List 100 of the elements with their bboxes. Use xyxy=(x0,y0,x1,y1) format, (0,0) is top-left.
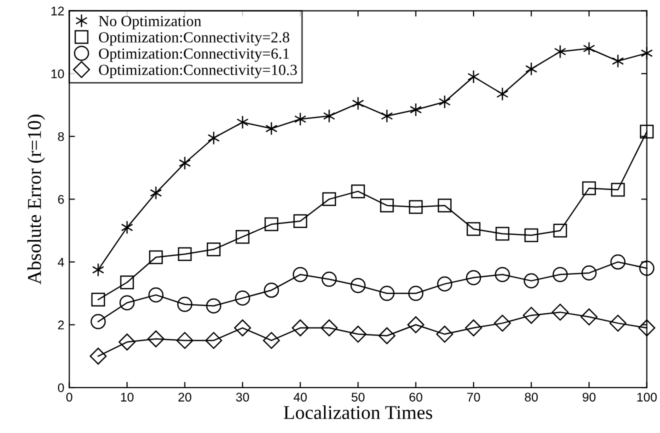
point xyxy=(581,265,597,281)
point xyxy=(524,273,539,288)
point xyxy=(293,214,308,228)
point xyxy=(206,298,222,314)
y-tick-label: 12 xyxy=(51,6,64,16)
point xyxy=(466,270,482,286)
point xyxy=(407,316,424,334)
point xyxy=(583,42,596,56)
point xyxy=(352,96,364,110)
point xyxy=(90,314,106,330)
point xyxy=(408,200,423,214)
point xyxy=(638,319,656,336)
point xyxy=(265,122,278,136)
legend-label: No Optimization xyxy=(98,16,202,30)
y-tick-label: 6 xyxy=(58,194,64,204)
point xyxy=(120,275,134,290)
x-tick-label: 0 xyxy=(66,392,72,402)
point xyxy=(148,287,164,302)
point xyxy=(92,262,104,277)
point xyxy=(150,186,162,200)
point xyxy=(408,286,424,301)
point xyxy=(264,282,279,298)
point xyxy=(236,115,249,130)
x-tick-label: 70 xyxy=(467,392,480,402)
point xyxy=(234,319,252,336)
point xyxy=(118,334,136,350)
point xyxy=(639,260,654,276)
point xyxy=(525,62,538,76)
point xyxy=(206,242,221,256)
point xyxy=(351,184,365,198)
point xyxy=(90,348,107,365)
point xyxy=(234,290,250,306)
legend-label: Optimization:Connectivity=2.8 xyxy=(98,32,290,46)
point xyxy=(262,332,280,349)
point xyxy=(378,327,396,344)
point xyxy=(468,70,480,84)
point xyxy=(178,247,192,261)
point xyxy=(264,217,278,232)
point xyxy=(208,131,220,145)
point xyxy=(410,102,422,117)
point xyxy=(496,226,510,241)
point xyxy=(552,266,568,282)
point xyxy=(379,286,394,301)
x-tick-label: 30 xyxy=(236,392,250,402)
y-tick-label: 8 xyxy=(58,132,64,142)
x-tick-label: 80 xyxy=(524,392,538,402)
x-tick-label: 100 xyxy=(637,392,657,402)
point xyxy=(178,156,191,170)
legend-label: Optimization:Connectivity=6.1 xyxy=(98,48,289,62)
point xyxy=(350,278,366,294)
y-tick-label: 2 xyxy=(58,320,64,330)
point xyxy=(322,192,336,206)
point xyxy=(380,198,394,212)
point xyxy=(320,319,338,336)
point xyxy=(350,326,367,343)
legend-label: Optimization:Connectivity=10.3 xyxy=(98,64,297,78)
point xyxy=(524,228,538,242)
point xyxy=(294,112,306,126)
point xyxy=(552,304,569,321)
x-axis-title: Localization Times xyxy=(284,405,432,420)
point xyxy=(176,332,194,349)
point xyxy=(582,181,596,196)
point xyxy=(554,44,566,59)
point xyxy=(323,109,336,123)
point xyxy=(580,308,598,326)
point xyxy=(292,266,308,282)
point xyxy=(640,124,654,139)
point xyxy=(236,230,250,244)
point xyxy=(553,224,568,238)
point xyxy=(177,296,192,312)
point xyxy=(496,87,508,101)
point xyxy=(611,182,625,197)
x-tick-label: 90 xyxy=(582,392,596,402)
point xyxy=(292,319,309,336)
x-tick-label: 40 xyxy=(294,392,307,402)
point xyxy=(465,319,482,336)
point xyxy=(436,326,454,343)
y-tick-label: 10 xyxy=(51,69,64,78)
point xyxy=(522,306,540,324)
point xyxy=(121,220,134,234)
y-tick-label: 4 xyxy=(58,258,64,266)
point xyxy=(205,332,222,349)
x-tick-label: 50 xyxy=(352,392,365,402)
x-tick-label: 60 xyxy=(409,392,422,402)
point xyxy=(437,276,452,292)
point xyxy=(149,250,163,264)
point xyxy=(438,198,452,212)
point xyxy=(612,54,624,68)
point xyxy=(322,272,337,287)
x-tick-label: 10 xyxy=(121,392,134,402)
point xyxy=(610,254,626,270)
point xyxy=(119,295,135,310)
y-tick-label: 0 xyxy=(58,383,64,392)
point xyxy=(609,314,626,332)
point xyxy=(380,109,393,123)
point xyxy=(91,292,106,307)
point xyxy=(147,330,164,348)
point xyxy=(494,266,510,282)
point xyxy=(494,314,511,332)
y-axis-title: Absolute Error (r=10) xyxy=(27,114,45,284)
